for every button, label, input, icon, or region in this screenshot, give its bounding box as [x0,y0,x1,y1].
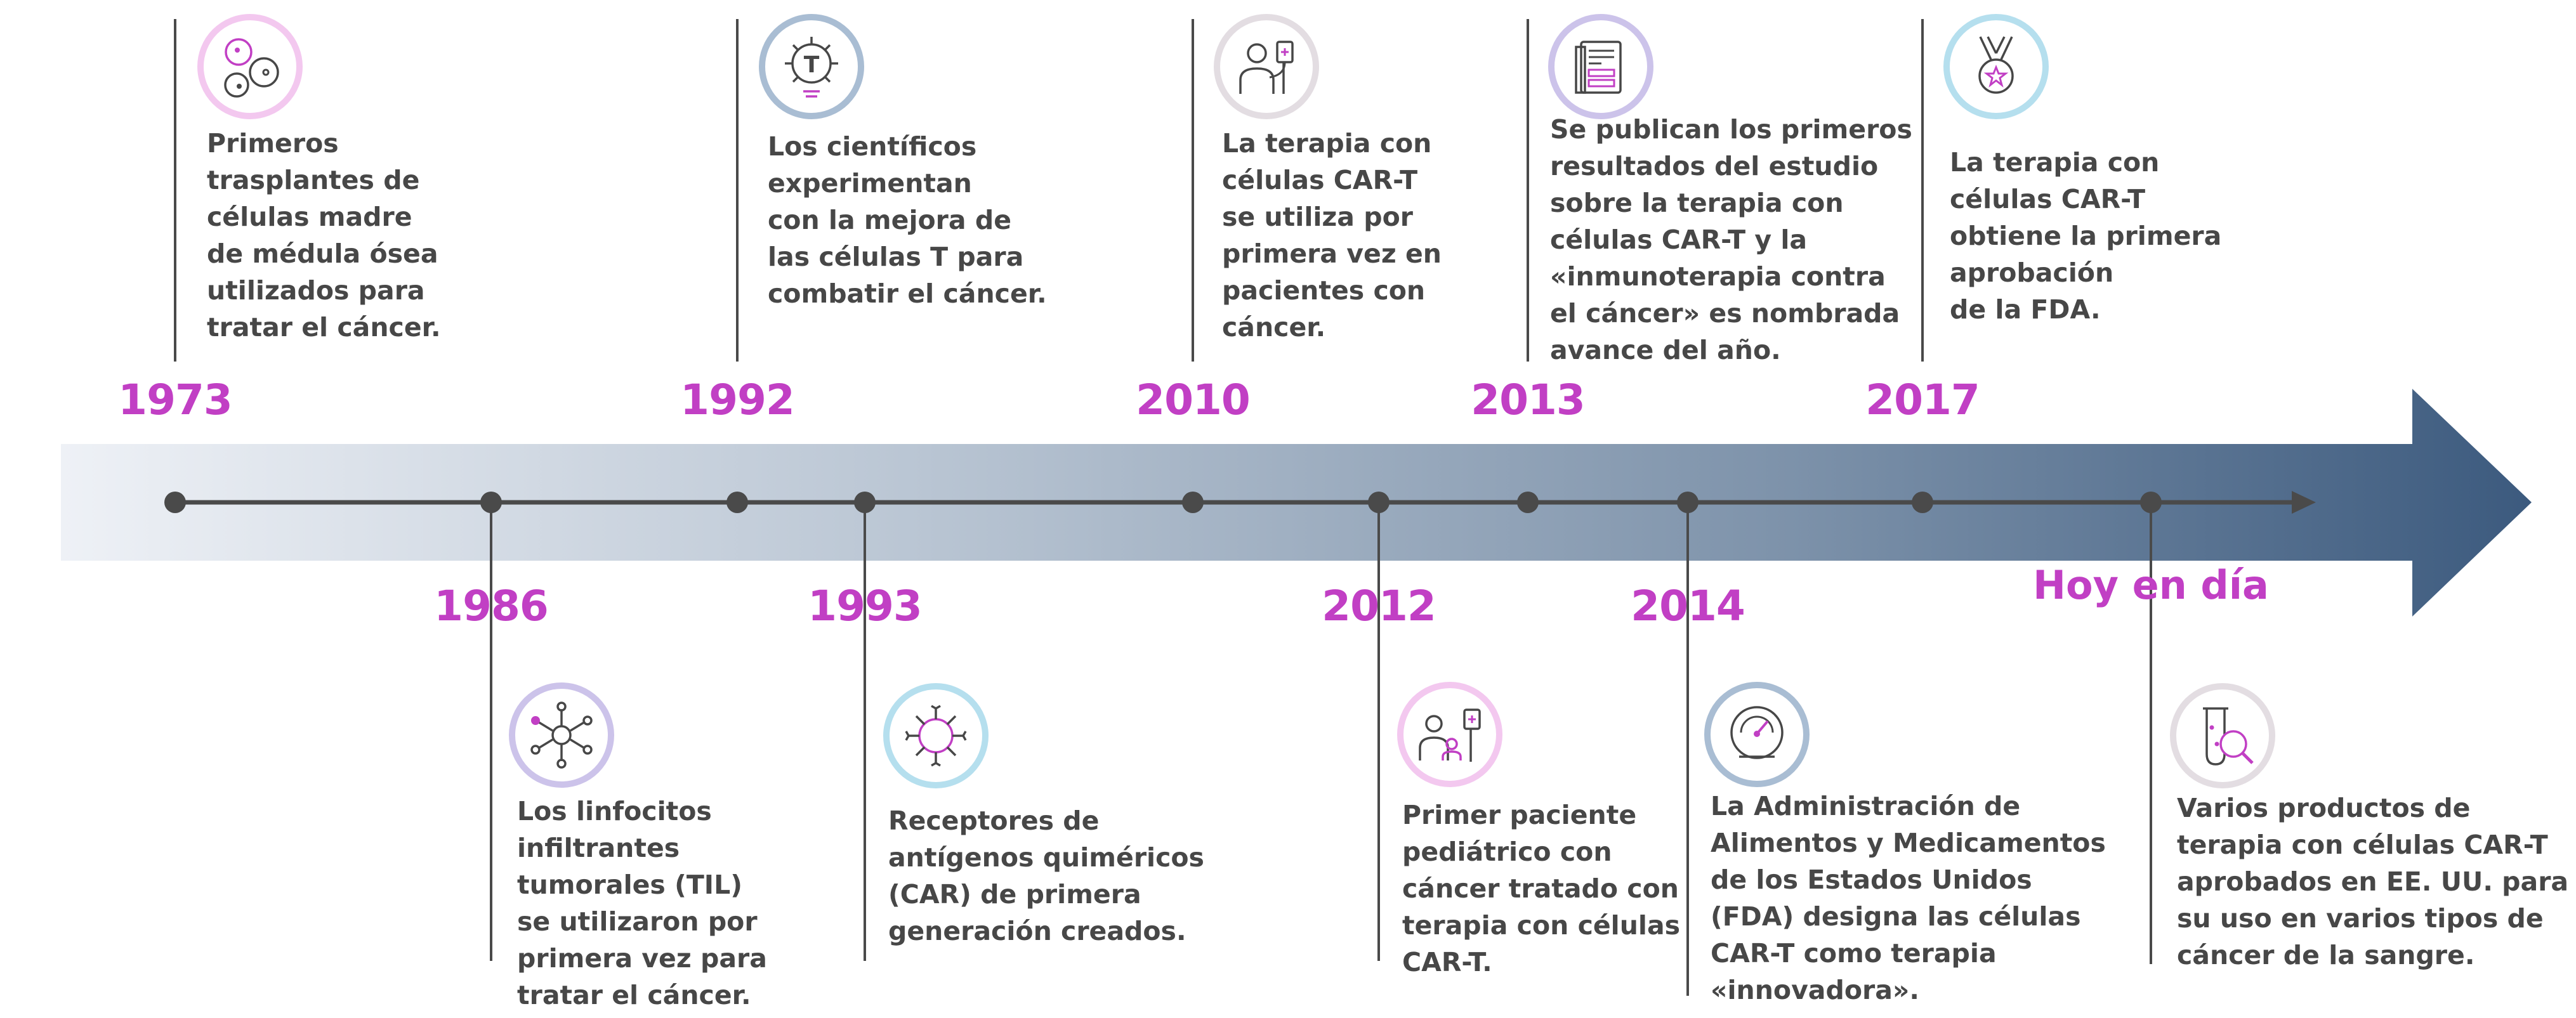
event-2014-year: 2014 [1631,582,1745,630]
event-2017-description: La terapia con células CAR-T obtiene la pr… [1950,147,2222,325]
event-2014-description: La Administración de Alimentos y Medicame… [1711,791,2106,1005]
timeline-dot-2010 [1182,492,1204,513]
timeline-dot-2017 [1912,492,1933,513]
stem-cells-icon [197,14,303,119]
pediatric-patient-icon [1397,682,1502,787]
timeline-dot-1986 [480,492,502,513]
event-2010-description: La terapia con células CAR-T se utiliza po… [1222,128,1442,343]
receptor-cell-icon [883,683,989,788]
event-1986-description: Los linfocitos infiltrantes tumorales (TIL… [517,796,767,1010]
timeline-dot-today [2140,492,2162,513]
event-1992-description: Los científicos experimentan con la mejora… [768,131,1047,309]
publication-icon [1548,14,1653,119]
event-1973-description: Primeros trasplantes de células madre de mé… [207,128,441,343]
svg-text:T: T [804,52,820,78]
event-1986-year: 1986 [434,582,549,630]
event-2017-year: 2017 [1865,375,1980,424]
event-today-description: Varios productos de terapia con células C… [2177,793,2569,970]
event-2013-year: 2013 [1471,375,1586,424]
timeline-dot-1973 [164,492,186,513]
medal-icon [1943,14,2049,119]
event-2013-description: Se publican los primeros resultados del e… [1550,114,1912,365]
event-1973-year: 1973 [118,375,233,424]
timeline-axis-arrowhead [2292,491,2316,514]
patient-iv-icon [1214,14,1319,119]
network-cell-icon [509,682,614,788]
event-1992-year: 1992 [680,375,795,424]
timeline-dot-2012 [1368,492,1390,513]
timeline-dot-2013 [1517,492,1539,513]
test-tube-search-icon [2170,683,2275,788]
event-2010-year: 2010 [1136,375,1251,424]
event-2012-year: 2012 [1322,582,1436,630]
t-cell-icon: T [759,14,864,119]
event-1993-description: Receptores de antígenos quiméricos (CAR) d… [888,806,1204,946]
timeline-dot-1992 [726,492,748,513]
gauge-icon [1704,682,1810,787]
today-label: Hoy en día [2033,562,2269,608]
event-1993-year: 1993 [808,582,923,630]
timeline-dot-1993 [854,492,876,513]
timeline-dot-2014 [1677,492,1699,513]
event-2012-description: Primer paciente pediátrico con cáncer trat… [1402,800,1681,977]
